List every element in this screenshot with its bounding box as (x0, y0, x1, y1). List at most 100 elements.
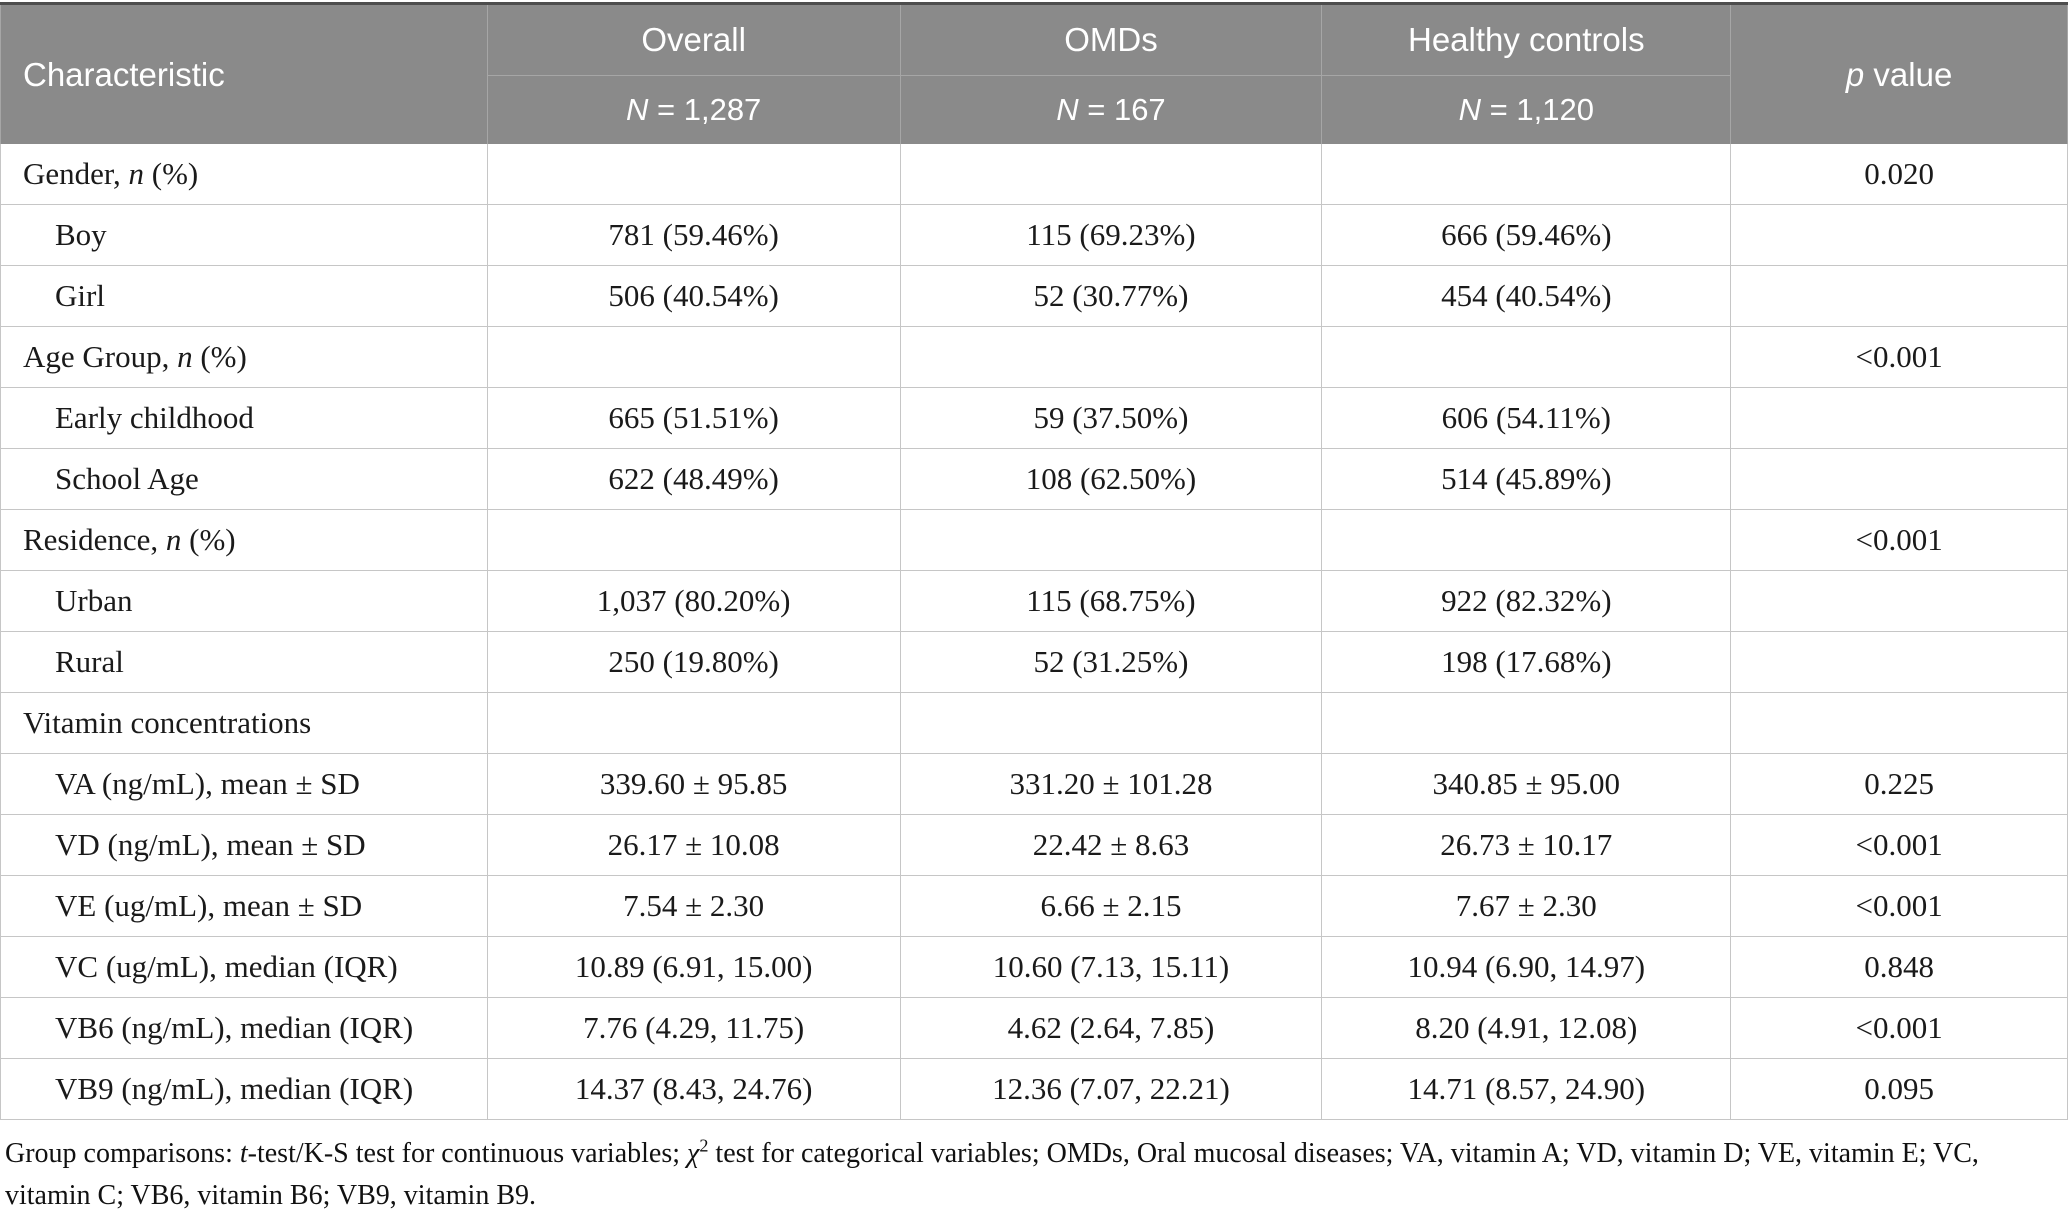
header-p-value: p value (1730, 3, 2068, 144)
healthy-controls-cell: 198 (17.68%) (1321, 631, 1732, 693)
row-label-cell: VB9 (ng/mL), median (IQR) (0, 1058, 488, 1120)
table-row: School Age 622 (48.49%) 108 (62.50%) 514 (4… (0, 448, 2068, 510)
overall-cell (486, 509, 901, 571)
healthy-controls-cell (1321, 144, 1732, 205)
omds-cell: 115 (68.75%) (899, 570, 1323, 632)
healthy-controls-cell: 8.20 (4.91, 12.08) (1321, 997, 1732, 1059)
characteristics-table: Characteristic Overall OMDs Healthy cont… (0, 2, 2068, 1120)
omds-cell (899, 509, 1323, 571)
table-header: Characteristic Overall OMDs Healthy cont… (0, 3, 2068, 144)
row-label-cell: Residence, n (%) (0, 509, 488, 571)
omds-cell: 52 (30.77%) (899, 265, 1323, 327)
row-label-cell: VE (ug/mL), mean ± SD (0, 875, 488, 937)
healthy-controls-cell: 26.73 ± 10.17 (1321, 814, 1732, 876)
p-value-cell: <0.001 (1730, 875, 2068, 937)
overall-cell (486, 692, 901, 754)
row-label-cell: VD (ng/mL), mean ± SD (0, 814, 488, 876)
omds-cell (899, 692, 1323, 754)
healthy-controls-cell: 922 (82.32%) (1321, 570, 1732, 632)
table-row: Residence, n (%) <0.001 (0, 509, 2068, 571)
row-label-cell: Rural (0, 631, 488, 693)
p-value-cell: <0.001 (1730, 509, 2068, 571)
p-value-cell (1730, 448, 2068, 510)
healthy-controls-cell (1321, 509, 1732, 571)
table-row: VC (ug/mL), median (IQR) 10.89 (6.91, 15.… (0, 936, 2068, 998)
row-label-cell: VB6 (ng/mL), median (IQR) (0, 997, 488, 1059)
p-value-cell (1730, 692, 2068, 754)
header-row-n: N = 1,287 N = 167 N = 1,120 (1, 75, 2068, 144)
table-row: Vitamin concentrations (0, 692, 2068, 754)
p-value-cell: <0.001 (1730, 814, 2068, 876)
row-label-cell: Girl (0, 265, 488, 327)
row-label-cell: Urban (0, 570, 488, 632)
p-value-cell (1730, 387, 2068, 449)
p-value-cell: 0.848 (1730, 936, 2068, 998)
table-row: VD (ng/mL), mean ± SD 26.17 ± 10.08 22.42 … (0, 814, 2068, 876)
overall-cell: 26.17 ± 10.08 (486, 814, 901, 876)
omds-cell: 52 (31.25%) (899, 631, 1323, 693)
overall-cell: 781 (59.46%) (486, 204, 901, 266)
p-value-cell: <0.001 (1730, 997, 2068, 1059)
healthy-controls-cell: 606 (54.11%) (1321, 387, 1732, 449)
row-label-cell: School Age (0, 448, 488, 510)
row-label-cell: Vitamin concentrations (0, 692, 488, 754)
overall-cell: 339.60 ± 95.85 (486, 753, 901, 815)
header-overall: Overall (486, 3, 901, 76)
footnote: Group comparisons: t-test/K-S test for c… (5, 1135, 1979, 1211)
overall-cell: 506 (40.54%) (486, 265, 901, 327)
table-row: Age Group, n (%) <0.001 (0, 326, 2068, 388)
row-label-cell: Early childhood (0, 387, 488, 449)
table-row: Urban 1,037 (80.20%) 115 (68.75%) 922 (82.3… (0, 570, 2068, 632)
overall-cell: 7.76 (4.29, 11.75) (486, 997, 901, 1059)
table-body: Gender, n (%) 0.020 Boy 781 (59.46%) 115 (69… (0, 144, 2068, 1120)
p-value-cell: <0.001 (1730, 326, 2068, 388)
overall-cell: 665 (51.51%) (486, 387, 901, 449)
overall-cell: 7.54 ± 2.30 (486, 875, 901, 937)
omds-cell: 4.62 (2.64, 7.85) (899, 997, 1323, 1059)
table-row: VB9 (ng/mL), median (IQR) 14.37 (8.43, 24… (0, 1058, 2068, 1120)
header-n-omds: N = 167 (899, 75, 1323, 144)
table-row: Rural 250 (19.80%) 52 (31.25%) 198 (17.68%) (0, 631, 2068, 693)
overall-cell: 14.37 (8.43, 24.76) (486, 1058, 901, 1120)
p-value-cell (1730, 631, 2068, 693)
header-omds: OMDs (899, 3, 1323, 76)
healthy-controls-cell: 14.71 (8.57, 24.90) (1321, 1058, 1732, 1120)
overall-cell: 250 (19.80%) (486, 631, 901, 693)
row-label-cell: Age Group, n (%) (0, 326, 488, 388)
row-label-cell: Boy (0, 204, 488, 266)
healthy-controls-cell (1321, 692, 1732, 754)
overall-cell (486, 326, 901, 388)
overall-cell: 1,037 (80.20%) (486, 570, 901, 632)
omds-cell: 6.66 ± 2.15 (899, 875, 1323, 937)
omds-cell: 115 (69.23%) (899, 204, 1323, 266)
table-row: Girl 506 (40.54%) 52 (30.77%) 454 (40.54%) (0, 265, 2068, 327)
healthy-controls-cell: 514 (45.89%) (1321, 448, 1732, 510)
header-n-overall: N = 1,287 (486, 75, 901, 144)
table-row: Boy 781 (59.46%) 115 (69.23%) 666 (59.46%) (0, 204, 2068, 266)
header-healthy-controls: Healthy controls (1321, 3, 1732, 76)
header-row-groups: Characteristic Overall OMDs Healthy cont… (0, 3, 2068, 144)
p-value-cell: 0.095 (1730, 1058, 2068, 1120)
overall-cell (486, 144, 901, 205)
p-value-cell (1730, 570, 2068, 632)
table-row: Gender, n (%) 0.020 (0, 144, 2068, 205)
omds-cell: 12.36 (7.07, 22.21) (899, 1058, 1323, 1120)
omds-cell: 108 (62.50%) (899, 448, 1323, 510)
healthy-controls-cell: 7.67 ± 2.30 (1321, 875, 1732, 937)
omds-cell: 22.42 ± 8.63 (899, 814, 1323, 876)
overall-cell: 10.89 (6.91, 15.00) (486, 936, 901, 998)
p-value-cell: 0.020 (1730, 144, 2068, 205)
omds-cell: 10.60 (7.13, 15.11) (899, 936, 1323, 998)
row-label-cell: VA (ng/mL), mean ± SD (0, 753, 488, 815)
p-value-cell (1730, 265, 2068, 327)
omds-cell: 59 (37.50%) (899, 387, 1323, 449)
healthy-controls-cell: 10.94 (6.90, 14.97) (1321, 936, 1732, 998)
table-row: VA (ng/mL), mean ± SD 339.60 ± 95.85 331.2… (0, 753, 2068, 815)
healthy-controls-cell (1321, 326, 1732, 388)
omds-cell (899, 144, 1323, 205)
omds-cell (899, 326, 1323, 388)
p-value-cell: 0.225 (1730, 753, 2068, 815)
overall-cell: 622 (48.49%) (486, 448, 901, 510)
table-row: VB6 (ng/mL), median (IQR) 7.76 (4.29, 11.… (0, 997, 2068, 1059)
